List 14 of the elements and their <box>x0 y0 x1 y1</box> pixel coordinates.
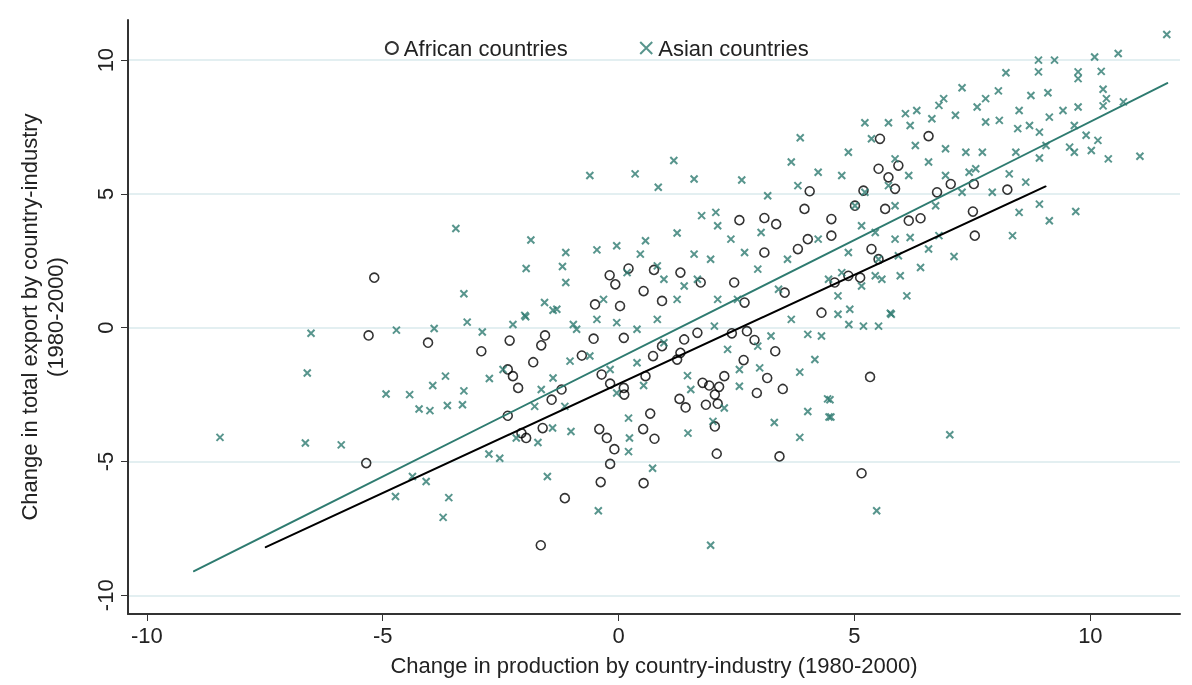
legend-label: African countries <box>403 35 568 61</box>
x-tick-label: 5 <box>848 622 861 648</box>
y-tick-label: 0 <box>92 321 118 334</box>
x-tick-label: 10 <box>1078 622 1103 648</box>
legend-label: Asian countries <box>658 35 809 61</box>
x-axis-title: Change in production by country-industry (1980-2000) <box>390 652 918 678</box>
y-tick-label: 10 <box>92 47 118 73</box>
x-tick-label: -10 <box>130 622 163 648</box>
y-tick-label: -10 <box>92 579 118 612</box>
x-tick-label: 0 <box>612 622 625 648</box>
x-tick-label: -5 <box>372 622 393 648</box>
y-tick-label: 5 <box>92 187 118 201</box>
y-tick-label: -5 <box>92 451 118 472</box>
y-axis-title: Change in total export by country-industry (1980-2000) <box>16 113 68 521</box>
